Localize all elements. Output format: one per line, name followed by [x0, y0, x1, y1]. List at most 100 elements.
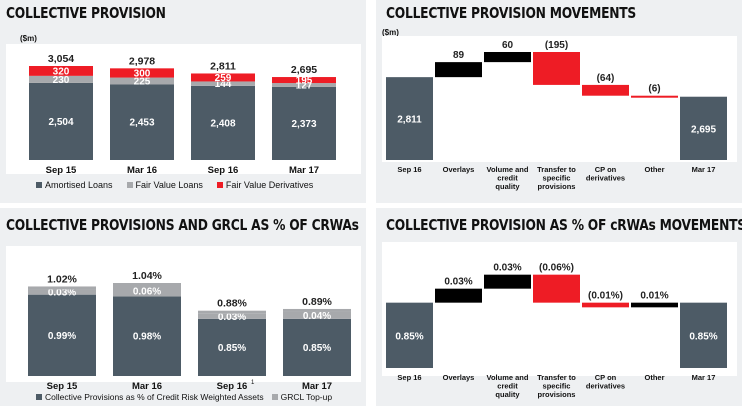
- bar-fair-value-derivatives-sep-15: [29, 66, 93, 76]
- x-tick-label: Mar 17: [692, 165, 716, 174]
- data-label: 0.03%: [444, 277, 472, 288]
- total-label: 3,054: [48, 53, 74, 65]
- bar-volume-and-credit-quality: [484, 274, 531, 289]
- data-label: 0.04%: [303, 311, 331, 322]
- bar-fair-value-derivatives-mar-17: [272, 77, 336, 84]
- collective-provision-panel: COLLECTIVE PROVISION ($m) 2,504 230 320 3,0…: [0, 0, 366, 203]
- total-label: 2,811: [210, 60, 236, 72]
- legend-swatch: [36, 394, 42, 400]
- data-label: 195: [296, 76, 313, 87]
- data-label: (195): [545, 40, 568, 51]
- data-label: 2,504: [48, 117, 73, 128]
- bar-other: [631, 95, 678, 98]
- bar-mar-17: [680, 96, 727, 160]
- unit-label: ($m): [382, 28, 399, 37]
- bar-volume-and-credit-quality: [484, 52, 531, 63]
- total-label: 2,695: [291, 64, 317, 76]
- x-tick-label: Mar 17: [302, 381, 332, 392]
- x-tick-label: Other: [644, 373, 664, 382]
- bar-cap: [283, 308, 351, 312]
- data-label: 0.85%: [218, 343, 246, 354]
- bar-amortised-loans-sep-15: [29, 82, 93, 160]
- bar-cp-on-derivatives: [582, 84, 629, 96]
- provisions-grcl-crwa-panel: COLLECTIVE PROVISIONS AND GRCL AS % OF C…: [0, 208, 366, 406]
- data-label: 60: [502, 40, 514, 51]
- data-label: 0.03%: [218, 312, 246, 323]
- total-label: 0.89%: [302, 296, 332, 308]
- data-label: 0.99%: [48, 331, 76, 342]
- data-label: 2,408: [210, 118, 235, 129]
- bar-sep-16: [386, 302, 433, 368]
- total-label: 1.04%: [132, 270, 162, 282]
- legend-swatch: [36, 182, 42, 188]
- x-tick-label: Sep 15: [46, 165, 77, 176]
- data-label: 225: [134, 77, 151, 88]
- provisions-grcl-crwa-chart: 0.99% 0.03% 1.02% Sep 15 0.98% 0.06% 1.04% Mar …: [28, 270, 351, 392]
- legend-item-amortised-loans: Amortised Loans: [36, 180, 113, 190]
- legend-swatch: [271, 394, 278, 400]
- unit-label: ($m): [20, 34, 37, 43]
- data-label: 89: [453, 50, 465, 61]
- data-label: 2,373: [291, 119, 316, 130]
- x-tick-label: Volume and credit quality: [487, 373, 529, 399]
- panel-title: COLLECTIVE PROVISION: [6, 4, 166, 22]
- data-label: 0.85%: [395, 331, 423, 342]
- bar-grcl-top-up-mar-16: [113, 286, 181, 297]
- x-tick-label: Overlays: [443, 373, 475, 382]
- total-label: 1.02%: [47, 273, 77, 285]
- data-label: 144: [215, 79, 232, 90]
- x-tick-label: Sep 16: [208, 165, 239, 176]
- x-tick-label: Transfer to specific provisions: [537, 165, 576, 191]
- data-label: 259: [215, 73, 232, 84]
- data-label: 320: [53, 66, 70, 77]
- data-label: (0.06%): [539, 263, 574, 274]
- data-label: 2,811: [397, 115, 422, 126]
- bar-overlays: [435, 288, 482, 303]
- bar-collective-provisions-as-of-credit-risk-weighted-assets-mar-17: [283, 318, 351, 376]
- legend-label: GRCL Top-up: [280, 392, 333, 402]
- bar-fair-value-loans-sep-15: [29, 75, 93, 83]
- x-tick-label: Sep 16: [397, 373, 421, 382]
- x-tick-label: Mar 16: [127, 165, 157, 176]
- bar-amortised-loans-sep-16: [191, 85, 255, 160]
- bar-fair-value-loans-sep-16: [191, 81, 255, 86]
- bar-mar-17: [680, 302, 727, 368]
- data-label: (0.01%): [588, 291, 623, 302]
- data-label: (64): [597, 73, 615, 84]
- x-tick-label: CP on derivatives: [586, 165, 625, 183]
- bar-fair-value-derivatives-mar-16: [110, 68, 174, 78]
- data-label: 0.03%: [48, 288, 76, 299]
- data-label: 230: [53, 75, 70, 86]
- data-label: 2,453: [129, 118, 154, 129]
- total-label: 0.88%: [217, 298, 247, 310]
- legend-item-fair-value-derivatives: Fair Value Derivatives: [216, 180, 313, 190]
- legend-swatch: [216, 182, 223, 188]
- provision-crwa-movements-panel: COLLECTIVE PROVISION AS % OF cRWAs MOVEM…: [376, 208, 742, 406]
- panel-title: COLLECTIVE PROVISION AS % OF cRWAs MOVEM…: [386, 216, 742, 234]
- data-label: 0.06%: [133, 287, 161, 298]
- x-tick-label: Sep 16: [217, 381, 248, 392]
- footnote-mark: 1: [251, 380, 255, 386]
- bar-fair-value-loans-mar-17: [272, 83, 336, 87]
- x-tick-label: Overlays: [443, 165, 475, 174]
- provision-crwa-movements-chart: 0.85% Sep 16 0.03% Overlays 0.03% Volume and c…: [386, 263, 727, 399]
- legend-item-grcl-top-up: GRCL Top-up: [271, 392, 333, 402]
- x-tick-label: Transfer to specific provisions: [537, 373, 576, 399]
- data-label: 0.03%: [493, 263, 521, 274]
- legend-item-collective-provisions-as-of-credit-risk-weighted-assets: Collective Provisions as % of Credit Ris…: [36, 392, 264, 402]
- bar-amortised-loans-mar-17: [272, 86, 336, 160]
- bar-grcl-top-up-sep-16: [198, 313, 266, 319]
- panel-title: COLLECTIVE PROVISIONS AND GRCL AS % OF C…: [6, 216, 359, 234]
- bar-cap: [113, 283, 181, 286]
- data-label: (6): [648, 84, 660, 95]
- bar-fair-value-derivatives-sep-16: [191, 73, 255, 82]
- data-label: 2,695: [691, 124, 716, 135]
- bar-transfer-to-specific-provisions: [533, 274, 580, 303]
- bar-collective-provisions-as-of-credit-risk-weighted-assets-sep-15: [28, 294, 96, 376]
- data-label: 0.85%: [689, 331, 717, 342]
- x-tick-label: Volume and credit quality: [487, 165, 529, 191]
- bar-overlays: [435, 62, 482, 78]
- bar-collective-provisions-as-of-credit-risk-weighted-assets-sep-16: [198, 318, 266, 376]
- x-tick-label: Sep 15: [47, 381, 78, 392]
- chart-area: [382, 242, 737, 376]
